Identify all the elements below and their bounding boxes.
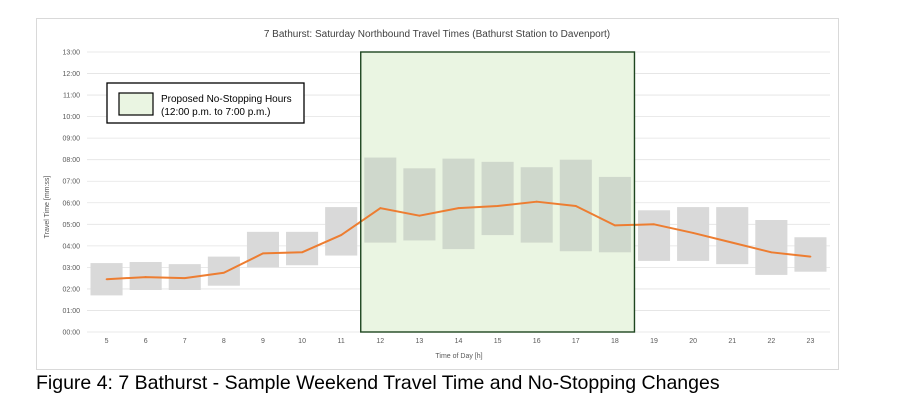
y-tick-label: 06:00	[62, 200, 80, 207]
series-point-19	[653, 223, 655, 226]
x-tick-label: 22	[767, 338, 775, 345]
series-point-9	[262, 252, 264, 255]
range-bar-14	[442, 158, 475, 250]
series-point-6	[144, 276, 147, 278]
series-point-23	[809, 255, 812, 258]
highlight-border-layer	[360, 51, 636, 333]
range-bar-20	[677, 207, 710, 261]
range-bar-8	[207, 256, 240, 286]
series-point-12	[379, 207, 382, 210]
chart-svg: 7 Bathurst: Saturday Northbound Travel T…	[44, 29, 830, 360]
x-tick-label: 7	[183, 338, 187, 345]
range-bar-22	[755, 220, 788, 275]
x-tick-label: 10	[298, 338, 306, 345]
x-axis-label: Time of Day [h]	[435, 353, 482, 360]
x-tick-label: 18	[611, 338, 619, 345]
range-bar-6	[129, 262, 162, 290]
range-bar-19	[637, 210, 671, 261]
range-bars	[90, 157, 827, 296]
x-tick-label: 8	[222, 338, 226, 345]
series-point-5	[105, 278, 108, 281]
chart-frame: 7 Bathurst: Saturday Northbound Travel T…	[36, 18, 839, 370]
range-bar-18	[598, 176, 631, 253]
x-tick-label: 15	[494, 338, 502, 345]
series-point-15	[496, 205, 499, 207]
x-tick-label: 16	[533, 338, 541, 345]
chart-title: 7 Bathurst: Saturday Northbound Travel T…	[264, 29, 610, 40]
y-axis-label: Travel Time [mm:ss]	[44, 176, 51, 239]
x-tick-label: 21	[728, 338, 736, 345]
x-tick-label: 13	[415, 338, 423, 345]
legend: Proposed No-Stopping Hours (12:00 p.m. t…	[106, 82, 305, 124]
x-tick-label: 5	[105, 338, 109, 345]
y-tick-label: 08:00	[62, 157, 80, 164]
y-tick-label: 00:00	[62, 330, 80, 337]
x-tick-label: 19	[650, 338, 658, 345]
y-tick-label: 07:00	[62, 179, 80, 186]
series-point-13	[418, 214, 421, 217]
x-tick-label: 20	[689, 338, 697, 345]
range-bar-12	[364, 157, 397, 243]
x-tick-labels: 5 6 7 8 9 10 11 12 13 14 15 16 17 18 19 20 21 22 23	[105, 338, 815, 345]
x-tick-label: 12	[376, 338, 384, 345]
x-tick-label: 23	[807, 338, 815, 345]
x-tick-label: 11	[338, 338, 345, 345]
line-series	[105, 200, 812, 281]
series-point-22	[770, 251, 773, 254]
x-tick-label: 17	[572, 338, 580, 345]
y-tick-label: 05:00	[62, 222, 80, 229]
range-bar-15	[481, 161, 514, 236]
y-tick-label: 01:00	[62, 308, 80, 315]
y-tick-label: 13:00	[62, 50, 80, 57]
series-point-16	[535, 200, 538, 203]
y-tick-label: 11:00	[63, 93, 80, 100]
legend-swatch	[118, 92, 154, 116]
series-point-21	[731, 241, 734, 244]
range-bar-11	[325, 207, 358, 256]
y-tick-label: 04:00	[62, 243, 80, 250]
highlight-border	[360, 51, 636, 333]
series-point-7	[183, 277, 186, 280]
series-point-11	[340, 234, 343, 236]
figure-caption: Figure 4: 7 Bathurst - Sample Weekend Tr…	[36, 372, 720, 394]
x-tick-label: 9	[261, 338, 265, 345]
series-point-20	[692, 232, 695, 234]
x-tick-label: 14	[455, 338, 463, 345]
y-tick-label: 12:00	[62, 71, 80, 78]
y-tick-label: 03:00	[62, 265, 80, 272]
range-bar-10	[286, 231, 319, 266]
legend-label-line2: (12:00 p.m. to 7:00 p.m.)	[161, 107, 271, 118]
series-point-17	[574, 205, 577, 207]
range-bar-9	[246, 231, 280, 268]
series-point-14	[457, 207, 460, 210]
x-tick-label: 6	[144, 338, 148, 345]
series-point-8	[222, 271, 225, 274]
y-tick-label: 09:00	[62, 136, 80, 143]
y-tick-label: 02:00	[62, 286, 80, 293]
series-point-10	[301, 251, 303, 254]
legend-label-line1: Proposed No-Stopping Hours	[161, 94, 292, 105]
series-point-18	[614, 224, 616, 227]
y-tick-label: 10:00	[62, 114, 80, 121]
range-bar-13	[403, 168, 436, 241]
range-bar-21	[716, 207, 749, 265]
range-bar-16	[520, 167, 553, 243]
